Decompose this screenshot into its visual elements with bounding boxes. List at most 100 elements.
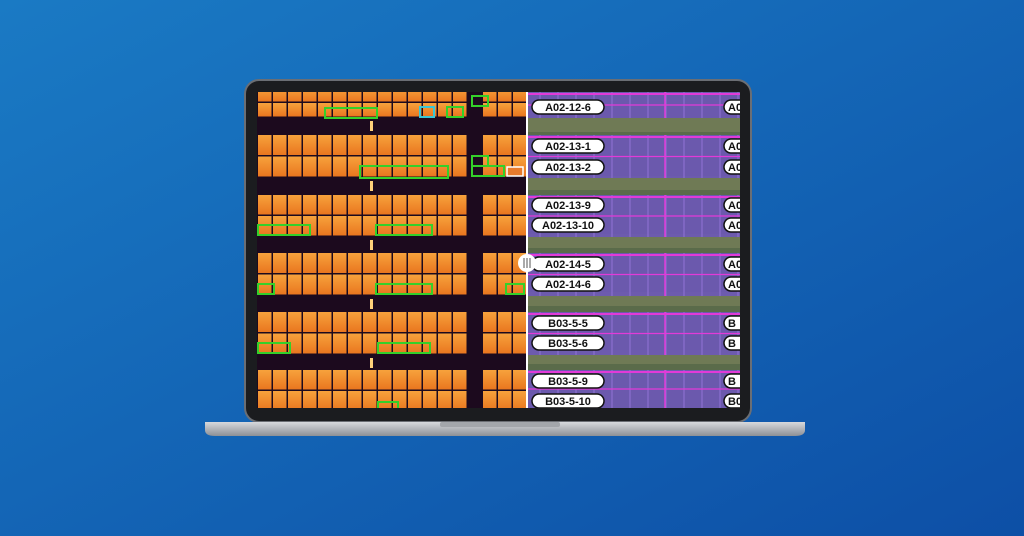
thermal-cell — [483, 135, 497, 155]
thermal-cell — [333, 274, 347, 295]
thermal-cell — [288, 92, 302, 102]
thermal-cell — [303, 92, 317, 102]
thermal-cell — [513, 312, 527, 332]
thermal-cell — [318, 312, 332, 332]
thermal-cell — [363, 391, 377, 408]
thermal-cell — [483, 274, 497, 295]
thermal-cell — [348, 274, 362, 295]
thermal-cell — [453, 156, 467, 177]
thermal-cell — [453, 253, 467, 273]
thermal-cell — [483, 391, 497, 408]
map-stripe — [527, 234, 740, 248]
thermal-cell — [318, 195, 332, 215]
thermal-cell — [303, 156, 317, 177]
thermal-cell — [288, 333, 302, 354]
panel-label: A02-13-9 — [545, 200, 591, 212]
panel-label: A02-13-1 — [545, 141, 591, 153]
label-pill — [531, 217, 605, 233]
thermal-cell — [333, 103, 347, 117]
thermal-cell — [483, 370, 497, 390]
detection-box — [324, 107, 378, 119]
thermal-cell — [453, 312, 467, 332]
label-pill — [723, 159, 740, 175]
panel-labels: A02-12-6 A02-13-1 A02-13-2 A02-13-9 A02-13-1… — [531, 99, 742, 408]
thermal-cell — [363, 216, 377, 236]
detection-box — [377, 401, 399, 408]
thermal-cell — [363, 333, 377, 354]
thermal-cell — [258, 92, 272, 102]
thermal-cell — [513, 135, 527, 155]
thermal-cell — [408, 391, 422, 408]
detection-box — [471, 165, 505, 177]
thermal-cell — [438, 253, 452, 273]
thermal-cell — [258, 195, 272, 215]
thermal-cell — [333, 370, 347, 390]
panel-label: A02-14-5 — [545, 259, 591, 271]
thermal-cell — [258, 312, 272, 332]
panel-label-edge: B0 — [728, 396, 742, 408]
thermal-cell — [423, 195, 437, 215]
detection-box — [257, 342, 291, 354]
label-pill — [531, 315, 605, 331]
thermal-cell — [288, 370, 302, 390]
thermal-cell — [333, 312, 347, 332]
thermal-cell — [363, 274, 377, 295]
thermal-cell — [393, 92, 407, 102]
thermal-cell — [498, 312, 512, 332]
thermal-cell — [408, 253, 422, 273]
detection-box — [446, 106, 464, 118]
thermal-cell — [273, 156, 287, 177]
thermal-cell — [258, 103, 272, 117]
label-pill — [531, 335, 605, 351]
thermal-cell — [363, 195, 377, 215]
thermal-cell — [333, 135, 347, 155]
thermal-cell — [288, 135, 302, 155]
panel-label: B03-5-5 — [548, 318, 588, 330]
laptop-base — [205, 422, 805, 436]
panel-label-edge: A0 — [728, 200, 742, 212]
thermal-cell — [348, 253, 362, 273]
thermal-cell — [378, 370, 392, 390]
label-pill — [723, 99, 740, 115]
thermal-cell — [393, 103, 407, 117]
thermal-cell — [393, 195, 407, 215]
thermal-cell — [438, 92, 452, 102]
thermal-cell — [438, 216, 452, 236]
detection-box — [257, 224, 311, 236]
thermal-cell — [423, 370, 437, 390]
thermal-cell — [348, 135, 362, 155]
thermal-cell — [378, 135, 392, 155]
thermal-cell — [438, 370, 452, 390]
thermal-cell — [303, 135, 317, 155]
thermal-cell — [288, 103, 302, 117]
thermal-cell — [408, 103, 422, 117]
thermal-cell — [513, 195, 527, 215]
hotspot — [370, 121, 373, 131]
thermal-cell — [513, 92, 527, 102]
panel-label: B03-5-9 — [548, 376, 588, 388]
thermal-cell — [453, 370, 467, 390]
panel-label-edge: A0 — [728, 259, 742, 271]
thermal-cell — [303, 253, 317, 273]
thermal-cell — [318, 92, 332, 102]
detection-box — [257, 283, 275, 295]
thermal-cell — [288, 253, 302, 273]
thermal-cell — [438, 274, 452, 295]
thermal-cell — [498, 370, 512, 390]
thermal-cell — [408, 195, 422, 215]
thermal-cell — [513, 103, 527, 117]
thermal-cell — [348, 103, 362, 117]
thermal-cell — [318, 333, 332, 354]
label-pill — [531, 276, 605, 292]
thermal-cell — [483, 195, 497, 215]
hotspot — [370, 240, 373, 250]
thermal-cell — [273, 92, 287, 102]
thermal-cell — [318, 135, 332, 155]
thermal-cell — [378, 195, 392, 215]
panel-label-edge: A0 — [728, 141, 742, 153]
thermal-cell — [303, 103, 317, 117]
thermal-cell — [453, 135, 467, 155]
thermal-panels — [257, 92, 527, 408]
panel-label: B03-5-10 — [545, 396, 591, 408]
panel-label-edge: A0 — [728, 279, 742, 291]
